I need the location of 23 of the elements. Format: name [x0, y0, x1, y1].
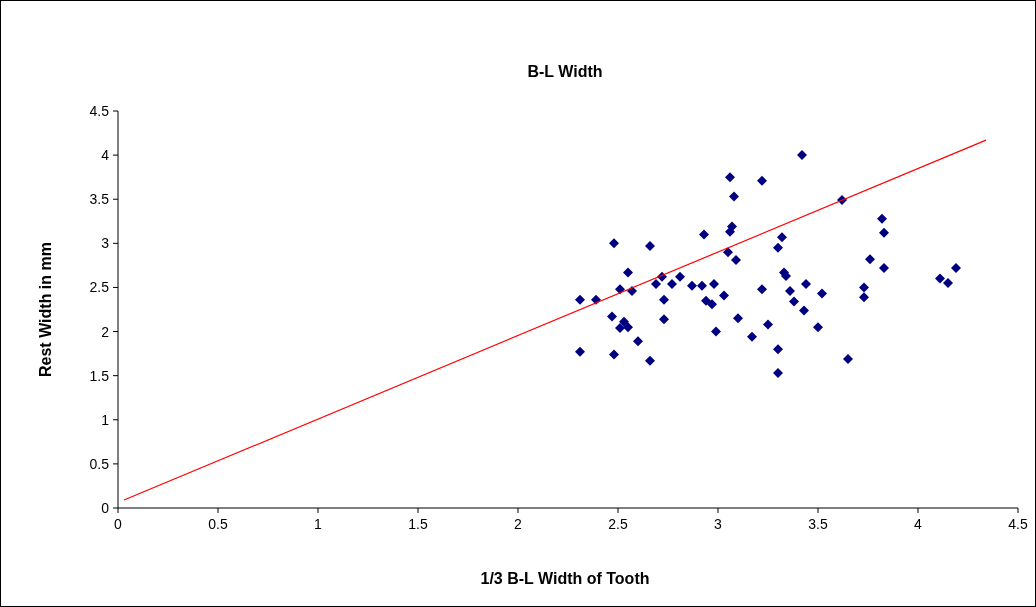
x-tick-label: 4: [914, 516, 923, 532]
y-tick-label: 3.5: [89, 191, 110, 208]
y-tick-label: 3: [101, 235, 110, 252]
y-tick-label: 2.5: [89, 279, 110, 296]
chart-title: B-L Width: [527, 63, 603, 80]
x-tick-label: 1.5: [408, 516, 428, 532]
x-tick-label: 0: [114, 516, 123, 532]
x-tick-label: 2.5: [608, 516, 628, 532]
y-tick-label: 1: [101, 411, 110, 428]
x-tick-label: 0.5: [208, 516, 228, 532]
y-tick-label: 1.5: [89, 367, 110, 384]
y-tick-label: 4.5: [89, 103, 110, 119]
x-axis-title: 1/3 B-L Width of Tooth: [480, 570, 650, 587]
x-tick-label: 2: [514, 516, 523, 532]
x-tick-label: 4.5: [1008, 516, 1028, 532]
y-tick-label: 2: [101, 323, 110, 340]
x-tick-label: 1: [314, 516, 323, 532]
x-tick-label: 3: [714, 516, 723, 532]
y-tick-label: 0.5: [89, 455, 110, 472]
y-axis-title: Rest Width in mm: [37, 242, 54, 377]
y-tick-label: 0: [101, 500, 110, 516]
y-tick-label: 4: [101, 147, 110, 164]
x-tick-label: 3.5: [808, 516, 828, 532]
